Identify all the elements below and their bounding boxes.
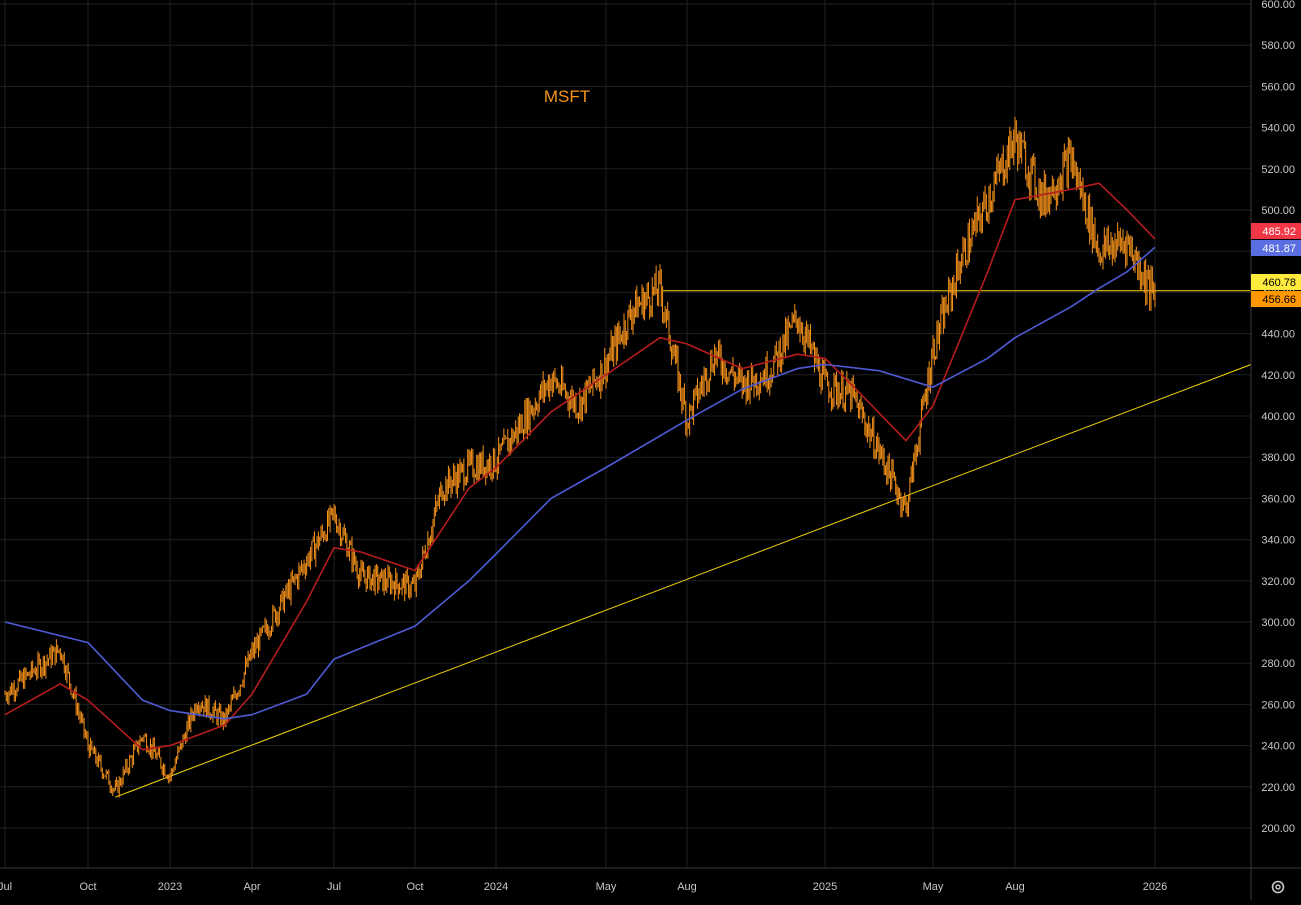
- price-badge-label: 485.92: [1262, 226, 1296, 238]
- price-axis[interactable]: 200.00 220.00 240.00 260.00 280.00 300.00 320.…: [1250, 0, 1295, 900]
- grid-lines: [0, 0, 1251, 868]
- drawn-lines[interactable]: [115, 290, 1252, 798]
- y-tick-label: 340.00: [1261, 535, 1295, 547]
- x-tick-label: May: [923, 881, 944, 893]
- x-tick-label: 2025: [813, 881, 837, 893]
- y-tick-label: 300.00: [1261, 617, 1295, 629]
- moving-average-slow-line: [4, 246, 1156, 720]
- price-badge-label: 481.87: [1262, 243, 1296, 255]
- x-tick-label: Jul: [327, 881, 341, 893]
- x-tick-label: 2023: [158, 881, 182, 893]
- y-tick-label: 360.00: [1261, 493, 1295, 505]
- price-badge: 456.66: [1251, 291, 1301, 307]
- x-tick-label: Oct: [79, 881, 96, 893]
- y-tick-label: 500.00: [1261, 205, 1295, 217]
- x-tick-label: Apr: [243, 881, 260, 893]
- series-group: [4, 116, 1156, 798]
- price-badges: 485.92 481.87 460.78 456.66: [1251, 223, 1301, 307]
- x-tick-label: May: [596, 881, 617, 893]
- y-tick-label: 320.00: [1261, 576, 1295, 588]
- x-tick-label: 2024: [484, 881, 508, 893]
- time-axis[interactable]: Jul Oct 2023 Apr Jul Oct 2024 May Aug 2025 May Aug 2…: [0, 867, 1301, 893]
- price-badge-label: 456.66: [1262, 294, 1296, 306]
- y-tick-label: 600.00: [1261, 0, 1295, 11]
- y-tick-label: 440.00: [1261, 329, 1295, 341]
- y-tick-label: 540.00: [1261, 123, 1295, 135]
- y-tick-label: 520.00: [1261, 164, 1295, 176]
- y-tick-label: 560.00: [1261, 81, 1295, 93]
- y-tick-label: 380.00: [1261, 452, 1295, 464]
- symbol-label: MSFT: [544, 87, 590, 106]
- y-tick-label: 220.00: [1261, 782, 1295, 794]
- trendline[interactable]: [115, 364, 1252, 798]
- x-tick-label: Aug: [677, 881, 697, 893]
- price-badge: 485.92: [1251, 223, 1301, 239]
- price-badge: 481.87: [1251, 240, 1301, 256]
- gear-icon[interactable]: [1271, 880, 1285, 894]
- x-tick-label: 2026: [1143, 881, 1167, 893]
- y-tick-label: 420.00: [1261, 370, 1295, 382]
- y-tick-label: 280.00: [1261, 658, 1295, 670]
- x-tick-label: Oct: [406, 881, 423, 893]
- x-tick-label: Jul: [0, 881, 12, 893]
- y-tick-label: 400.00: [1261, 411, 1295, 423]
- y-tick-label: 240.00: [1261, 741, 1295, 753]
- y-tick-label: 200.00: [1261, 823, 1295, 835]
- price-badge: 460.78: [1251, 274, 1301, 290]
- moving-average-fast-line: [4, 182, 1156, 751]
- price-badge-label: 460.78: [1262, 277, 1296, 289]
- x-tick-label: Aug: [1005, 881, 1025, 893]
- y-tick-label: 260.00: [1261, 699, 1295, 711]
- y-tick-label: 580.00: [1261, 40, 1295, 52]
